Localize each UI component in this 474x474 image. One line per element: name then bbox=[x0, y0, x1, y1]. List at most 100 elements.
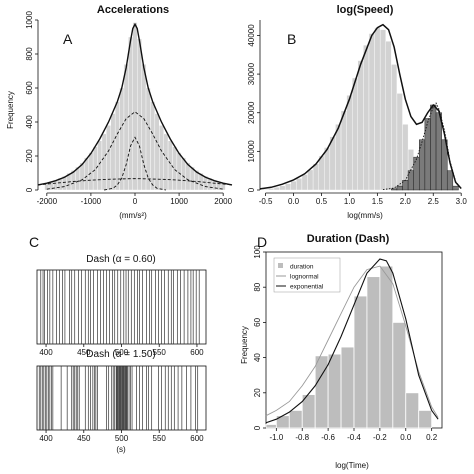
x-tick-label: 0.2 bbox=[426, 433, 438, 442]
hist-bar-fast bbox=[396, 185, 403, 191]
x-tick-label: -0.8 bbox=[295, 433, 309, 442]
x-tick-label: 2.0 bbox=[400, 197, 412, 206]
curve-exponential bbox=[265, 258, 439, 424]
hist-bar bbox=[288, 409, 303, 429]
hist-bar-slow bbox=[268, 188, 275, 191]
x-tick-label: 500 bbox=[115, 434, 129, 443]
hist-bar bbox=[123, 63, 129, 191]
hist-bar bbox=[137, 38, 142, 191]
hist-bar bbox=[314, 355, 329, 429]
hist-bar-slow bbox=[340, 110, 347, 191]
hist-bar-slow bbox=[368, 33, 375, 191]
x-tick-label: -0.6 bbox=[321, 433, 335, 442]
panel-b-label: B bbox=[287, 31, 296, 47]
panel-b-title: log(Speed) bbox=[337, 4, 394, 16]
x-tick-label: -1.0 bbox=[269, 433, 283, 442]
panel-c-label: C bbox=[29, 234, 39, 250]
curve-fast-component bbox=[382, 102, 462, 191]
hist-bar-slow bbox=[307, 169, 314, 191]
hist-bar bbox=[172, 146, 178, 191]
hist-bar bbox=[106, 125, 111, 191]
curve-total bbox=[259, 23, 462, 190]
y-tick-label: 20000 bbox=[247, 101, 256, 124]
x-tick-label: -0.2 bbox=[373, 433, 387, 442]
hist-bar bbox=[392, 321, 407, 429]
x-tick-label: 550 bbox=[153, 434, 167, 443]
hist-bar-slow bbox=[335, 124, 342, 191]
hist-bar-slow bbox=[284, 183, 291, 191]
hist-bar-slow bbox=[312, 163, 319, 191]
hist-bar-slow bbox=[374, 27, 381, 191]
hist-bar-slow bbox=[346, 95, 353, 191]
x-tick-label: 1000 bbox=[170, 197, 188, 206]
y-tick-label: 40 bbox=[253, 353, 262, 362]
y-tick-label: 80 bbox=[253, 282, 262, 291]
legend-label: exponential bbox=[290, 284, 324, 291]
hist-bar-fast bbox=[391, 188, 398, 191]
hist-bar-fast bbox=[424, 118, 431, 191]
panel-a-xlabel: (mm/s²) bbox=[119, 211, 147, 220]
panel-b: log(Speed) B log(mm/s) 0 10000 20000 30000 4… bbox=[247, 4, 467, 220]
curve-mixture bbox=[37, 22, 233, 186]
hist-bar bbox=[379, 265, 394, 429]
hist-bar bbox=[418, 409, 433, 429]
hist-bar-fast bbox=[446, 170, 454, 191]
y-tick-label: 400 bbox=[25, 115, 34, 129]
x-tick-label: 0.5 bbox=[316, 197, 328, 206]
hist-bar bbox=[366, 276, 381, 429]
hist-bar bbox=[185, 162, 191, 191]
hist-bar-slow bbox=[363, 44, 370, 191]
hist-bar-fast bbox=[430, 104, 437, 191]
hist-bar bbox=[114, 101, 120, 191]
panel-d: D Duration (Dash) Frequency log(Time) 0 2… bbox=[240, 233, 443, 470]
hist-bar-slow bbox=[391, 64, 398, 191]
legend-label: lognormal bbox=[290, 274, 319, 281]
hist-bar bbox=[92, 146, 98, 191]
panel-a-label: A bbox=[63, 31, 73, 47]
hist-bar-slow bbox=[329, 136, 336, 191]
hist-bar bbox=[159, 125, 164, 191]
x-tick-label: 1.0 bbox=[344, 197, 356, 206]
y-tick-label: 30000 bbox=[247, 62, 256, 85]
x-tick-label: -2000 bbox=[37, 197, 58, 206]
x-tick-label: -0.4 bbox=[347, 433, 361, 442]
hist-bar-slow bbox=[279, 185, 286, 191]
x-tick-label: 600 bbox=[190, 434, 204, 443]
x-tick-label: 1.5 bbox=[372, 197, 384, 206]
y-tick-label: 0 bbox=[247, 187, 256, 192]
y-tick-label: 20 bbox=[253, 388, 262, 397]
hist-bar-slow bbox=[273, 187, 280, 191]
x-tick-label: 2000 bbox=[214, 197, 232, 206]
x-tick-label: 0.0 bbox=[400, 433, 412, 442]
panel-c-xlabel: (s) bbox=[116, 445, 126, 454]
hist-bar-fast bbox=[435, 112, 442, 191]
x-tick-label: 400 bbox=[39, 348, 53, 357]
panel-c: C Dash (α = 0.60) Dash (α = 1.50) (s) 40… bbox=[29, 234, 207, 454]
x-tick-label: -0.5 bbox=[259, 197, 273, 206]
hist-bar-slow bbox=[290, 180, 297, 191]
y-tick-label: 10000 bbox=[247, 140, 256, 163]
hist-bar-slow bbox=[301, 174, 308, 191]
curve-component-2 bbox=[46, 111, 224, 190]
y-tick-label: 600 bbox=[25, 81, 34, 95]
hist-bar bbox=[340, 346, 355, 429]
panel-d-xlabel: log(Time) bbox=[335, 461, 369, 470]
hist-bar bbox=[110, 113, 116, 191]
hist-bar bbox=[79, 162, 85, 191]
panel-b-xlabel: log(mm/s) bbox=[347, 211, 383, 220]
panel-a-ylabel: Frequency bbox=[6, 91, 15, 129]
hist-bar bbox=[101, 133, 107, 191]
y-tick-label: 1000 bbox=[25, 11, 34, 29]
hist-bar-slow bbox=[385, 41, 392, 191]
x-tick-label: 0 bbox=[133, 197, 138, 206]
hist-bar-slow bbox=[324, 147, 331, 191]
panel-d-title: Duration (Dash) bbox=[307, 233, 390, 245]
hist-bar bbox=[176, 152, 182, 191]
x-tick-label: 450 bbox=[77, 434, 91, 443]
hist-bar bbox=[150, 101, 156, 191]
legend-swatch-duration bbox=[278, 263, 283, 268]
hist-bar bbox=[265, 424, 277, 429]
hist-bar bbox=[84, 157, 89, 191]
x-tick-label: 600 bbox=[190, 348, 204, 357]
hist-bar bbox=[353, 295, 368, 429]
